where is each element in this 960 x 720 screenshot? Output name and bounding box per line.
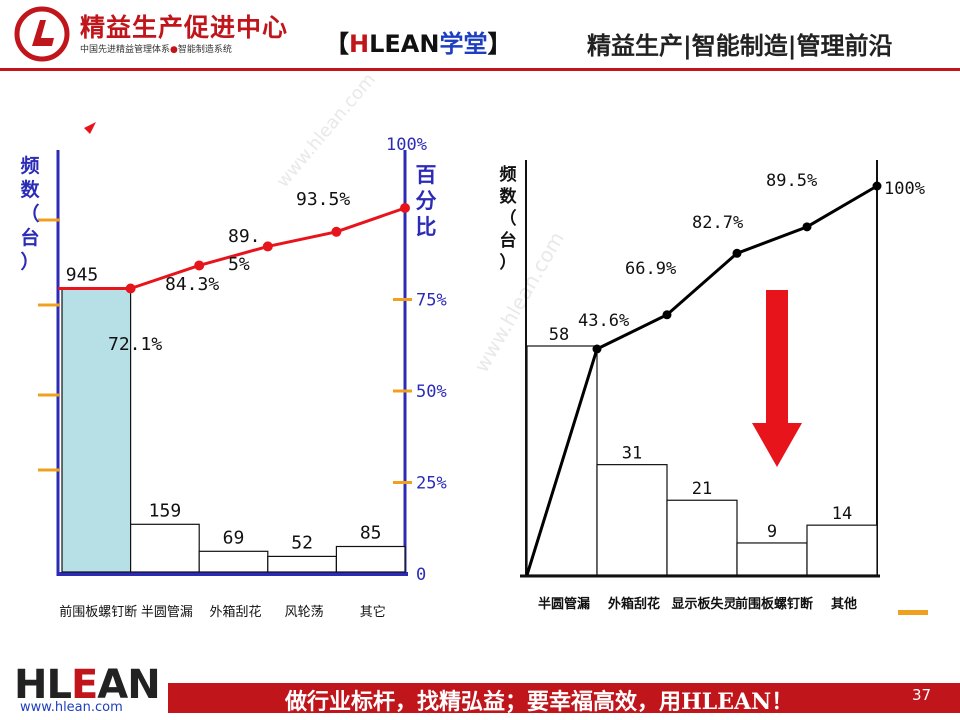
bar xyxy=(130,523,200,573)
bar-value-label: 9 xyxy=(767,522,777,542)
bar xyxy=(61,287,132,573)
cumulative-label: 72.1% xyxy=(108,334,162,355)
bar xyxy=(666,499,738,576)
cumulative-label: 5% xyxy=(228,254,250,275)
y-axis-label: 频 xyxy=(500,164,517,185)
y-axis-label: 数 xyxy=(20,178,40,201)
bar xyxy=(267,555,337,573)
footer-bar xyxy=(168,683,960,713)
cumulative-point xyxy=(662,310,672,320)
y-axis-label: 频 xyxy=(20,154,39,177)
cumulative-label: 43.6% xyxy=(578,311,629,331)
bar-value-label: 69 xyxy=(223,527,245,548)
right-y-tick-label: 100% xyxy=(386,135,427,155)
y-axis-label: 台 xyxy=(20,226,39,249)
right-y-tick-label: 25% xyxy=(416,474,447,494)
category-label: 风轮荡 xyxy=(285,605,324,620)
bar-value-label: 159 xyxy=(149,500,182,521)
category-label: 前围板螺钉断 xyxy=(59,604,137,620)
y-axis-label: ） xyxy=(20,250,39,273)
cumulative-point xyxy=(262,241,273,252)
y-axis-label: ） xyxy=(500,252,517,273)
footer-slogan: 做行业标杆，找精弘益；要幸福高效，用HLEAN！ xyxy=(285,689,794,715)
cumulative-point xyxy=(872,181,882,191)
bar-value-label: 52 xyxy=(291,532,313,553)
page-header: 精益生产促进中心 中国先进精益管理体系●智能制造系统 【HLEAN学堂】 精益生… xyxy=(0,0,960,71)
page-number: 37 xyxy=(912,686,932,704)
cumulative-point xyxy=(732,248,742,258)
category-label: 其他 xyxy=(831,596,857,612)
down-arrow-icon xyxy=(752,290,802,467)
category-label: 外箱刮花 xyxy=(209,604,261,620)
category-label: 半圆管漏 xyxy=(538,596,590,612)
header-divider xyxy=(0,68,960,71)
brand-logo-icon xyxy=(14,6,70,62)
orange-marker xyxy=(898,610,928,615)
cumulative-point xyxy=(592,344,602,354)
bar-value-label: 85 xyxy=(360,523,382,544)
y-axis-label: （ xyxy=(20,202,39,225)
cumulative-point xyxy=(331,226,342,237)
bar-value-label: 31 xyxy=(622,444,642,464)
cumulative-point xyxy=(802,222,812,232)
header-slogan: 精益生产|智能制造|管理前沿 xyxy=(587,32,893,60)
cumulative-label: 66.9% xyxy=(625,259,676,279)
cumulative-label: 93.5% xyxy=(296,189,350,210)
cumulative-point xyxy=(194,260,205,271)
y2-axis-label: 百 xyxy=(416,163,437,187)
pareto-chart-left: 100% 75% 50% 25% 0 频数（台） 百分比 945 前围板螺钉断 159 半圆管漏 69… xyxy=(20,122,447,620)
footer-logo: HLEAN xyxy=(14,662,161,708)
bar-value-label: 14 xyxy=(832,504,852,524)
academy-title: 【HLEAN学堂】 xyxy=(325,30,512,58)
cumulative-label: 89. xyxy=(228,226,261,247)
bar xyxy=(596,464,668,576)
cumulative-label: 84.3% xyxy=(165,274,219,295)
y-axis-label: 数 xyxy=(500,186,518,207)
bar xyxy=(736,542,808,576)
y-axis-label: （ xyxy=(500,208,517,229)
y-axis-label: 台 xyxy=(500,230,517,251)
cumulative-label: 100% xyxy=(884,179,925,199)
red-marker-icon xyxy=(84,122,96,134)
brand-title: 精益生产促进中心 xyxy=(80,13,289,42)
pareto-chart-right: 频数（台） 58 半圆管漏 31 外箱刮花 21 显示板失灵 9 前围板螺钉断 14 其他 43.6%… xyxy=(500,160,928,615)
bar xyxy=(806,524,878,576)
bar xyxy=(335,545,406,573)
bar-value-label: 58 xyxy=(549,325,569,345)
y2-axis-label: 比 xyxy=(416,215,437,239)
category-label: 前围板螺钉断 xyxy=(735,596,813,612)
category-label: 其它 xyxy=(360,604,386,620)
cumulative-label: 89.5% xyxy=(766,171,817,191)
category-label: 外箱刮花 xyxy=(607,596,660,612)
brand-subtitle: 中国先进精益管理体系●智能制造系统 xyxy=(80,45,232,55)
cumulative-line xyxy=(525,184,878,576)
footer-url[interactable]: www.hlean.com xyxy=(20,700,123,715)
right-y-tick-label: 50% xyxy=(416,382,447,402)
bar-value-label: 945 xyxy=(66,265,99,286)
category-label: 半圆管漏 xyxy=(141,604,193,620)
bar-value-label: 21 xyxy=(692,479,712,499)
cumulative-label: 82.7% xyxy=(692,213,743,233)
category-label: 显示板失灵 xyxy=(671,596,737,612)
y2-axis-label: 分 xyxy=(416,189,437,213)
right-y-tick-label: 75% xyxy=(416,291,447,311)
cumulative-point xyxy=(125,283,136,294)
cumulative-point xyxy=(400,203,410,213)
right-y-tick-label: 0 xyxy=(416,565,426,585)
bar xyxy=(198,550,269,573)
